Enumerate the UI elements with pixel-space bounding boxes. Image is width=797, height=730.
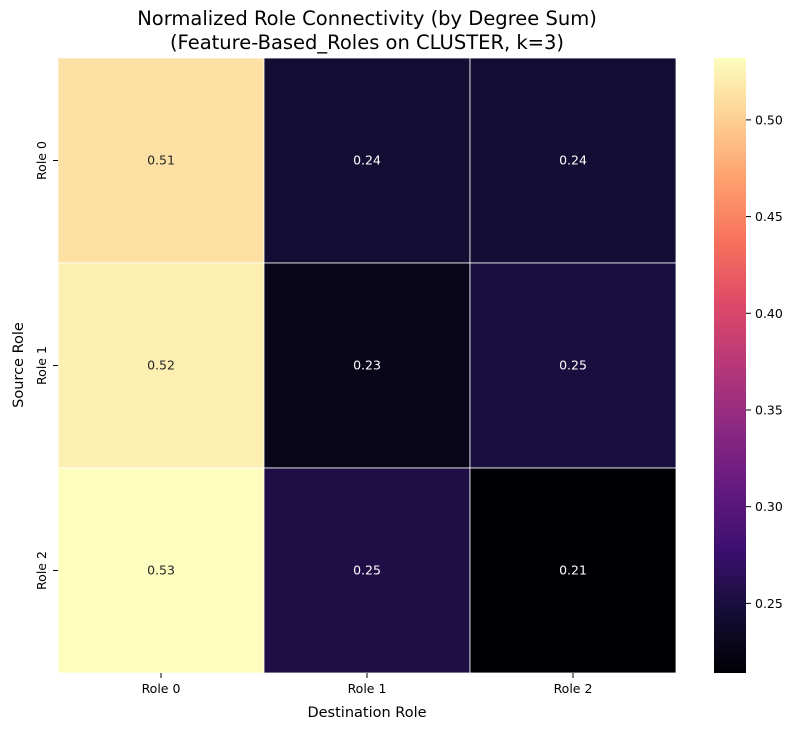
heatmap-cell (57, 262, 265, 469)
cell-value-label: 0.51 (147, 153, 175, 168)
y-axis-label: Source Role (11, 322, 27, 408)
x-tick-label: Role 1 (348, 681, 387, 696)
cell-value-label: 0.53 (147, 563, 175, 578)
colorbar-tick-label: 0.30 (755, 499, 783, 514)
y-axis-ticks: Role 0 Role 1 Role 2 (34, 141, 58, 590)
cell-value-label: 0.25 (559, 358, 587, 373)
x-tick-label: Role 2 (554, 681, 593, 696)
chart-title-line-1: Normalized Role Connectivity (by Degree … (137, 7, 597, 30)
y-tick-label: Role 0 (34, 141, 49, 180)
heatmap-cell (469, 57, 677, 264)
colorbar-tick-label: 0.35 (755, 402, 783, 417)
heatmap-cells: 0.51 0.24 0.24 0.52 0.23 0.25 0.53 0.25 0.21 (57, 57, 677, 674)
cell-value-label: 0.25 (353, 563, 381, 578)
cell-value-label: 0.24 (559, 153, 587, 168)
heatmap-cell (263, 57, 471, 264)
cell-value-label: 0.52 (147, 358, 175, 373)
y-tick-label: Role 1 (34, 346, 49, 385)
x-axis-ticks: Role 0 Role 1 Role 2 (142, 673, 593, 696)
colorbar-tick-label: 0.40 (755, 306, 783, 321)
x-axis-label: Destination Role (307, 705, 426, 721)
cell-value-label: 0.24 (353, 153, 381, 168)
colorbar-tick-label: 0.50 (755, 112, 783, 127)
colorbar-tick-label: 0.25 (755, 596, 783, 611)
heatmap-cell (57, 467, 265, 674)
cell-value-label: 0.21 (559, 563, 587, 578)
chart-title-line-2: (Feature-Based_Roles on CLUSTER, k=3) (170, 31, 564, 54)
heatmap-cell (263, 262, 471, 469)
heatmap-cell (469, 262, 677, 469)
heatmap-cell (57, 57, 265, 264)
x-tick-label: Role 0 (142, 681, 181, 696)
colorbar-gradient (714, 58, 746, 673)
colorbar: 0.25 0.30 0.35 0.40 0.45 0.50 (714, 58, 783, 673)
cell-value-label: 0.23 (353, 358, 381, 373)
heatmap-cell (263, 467, 471, 674)
y-tick-label: Role 2 (34, 551, 49, 590)
colorbar-tick-label: 0.45 (755, 209, 783, 224)
